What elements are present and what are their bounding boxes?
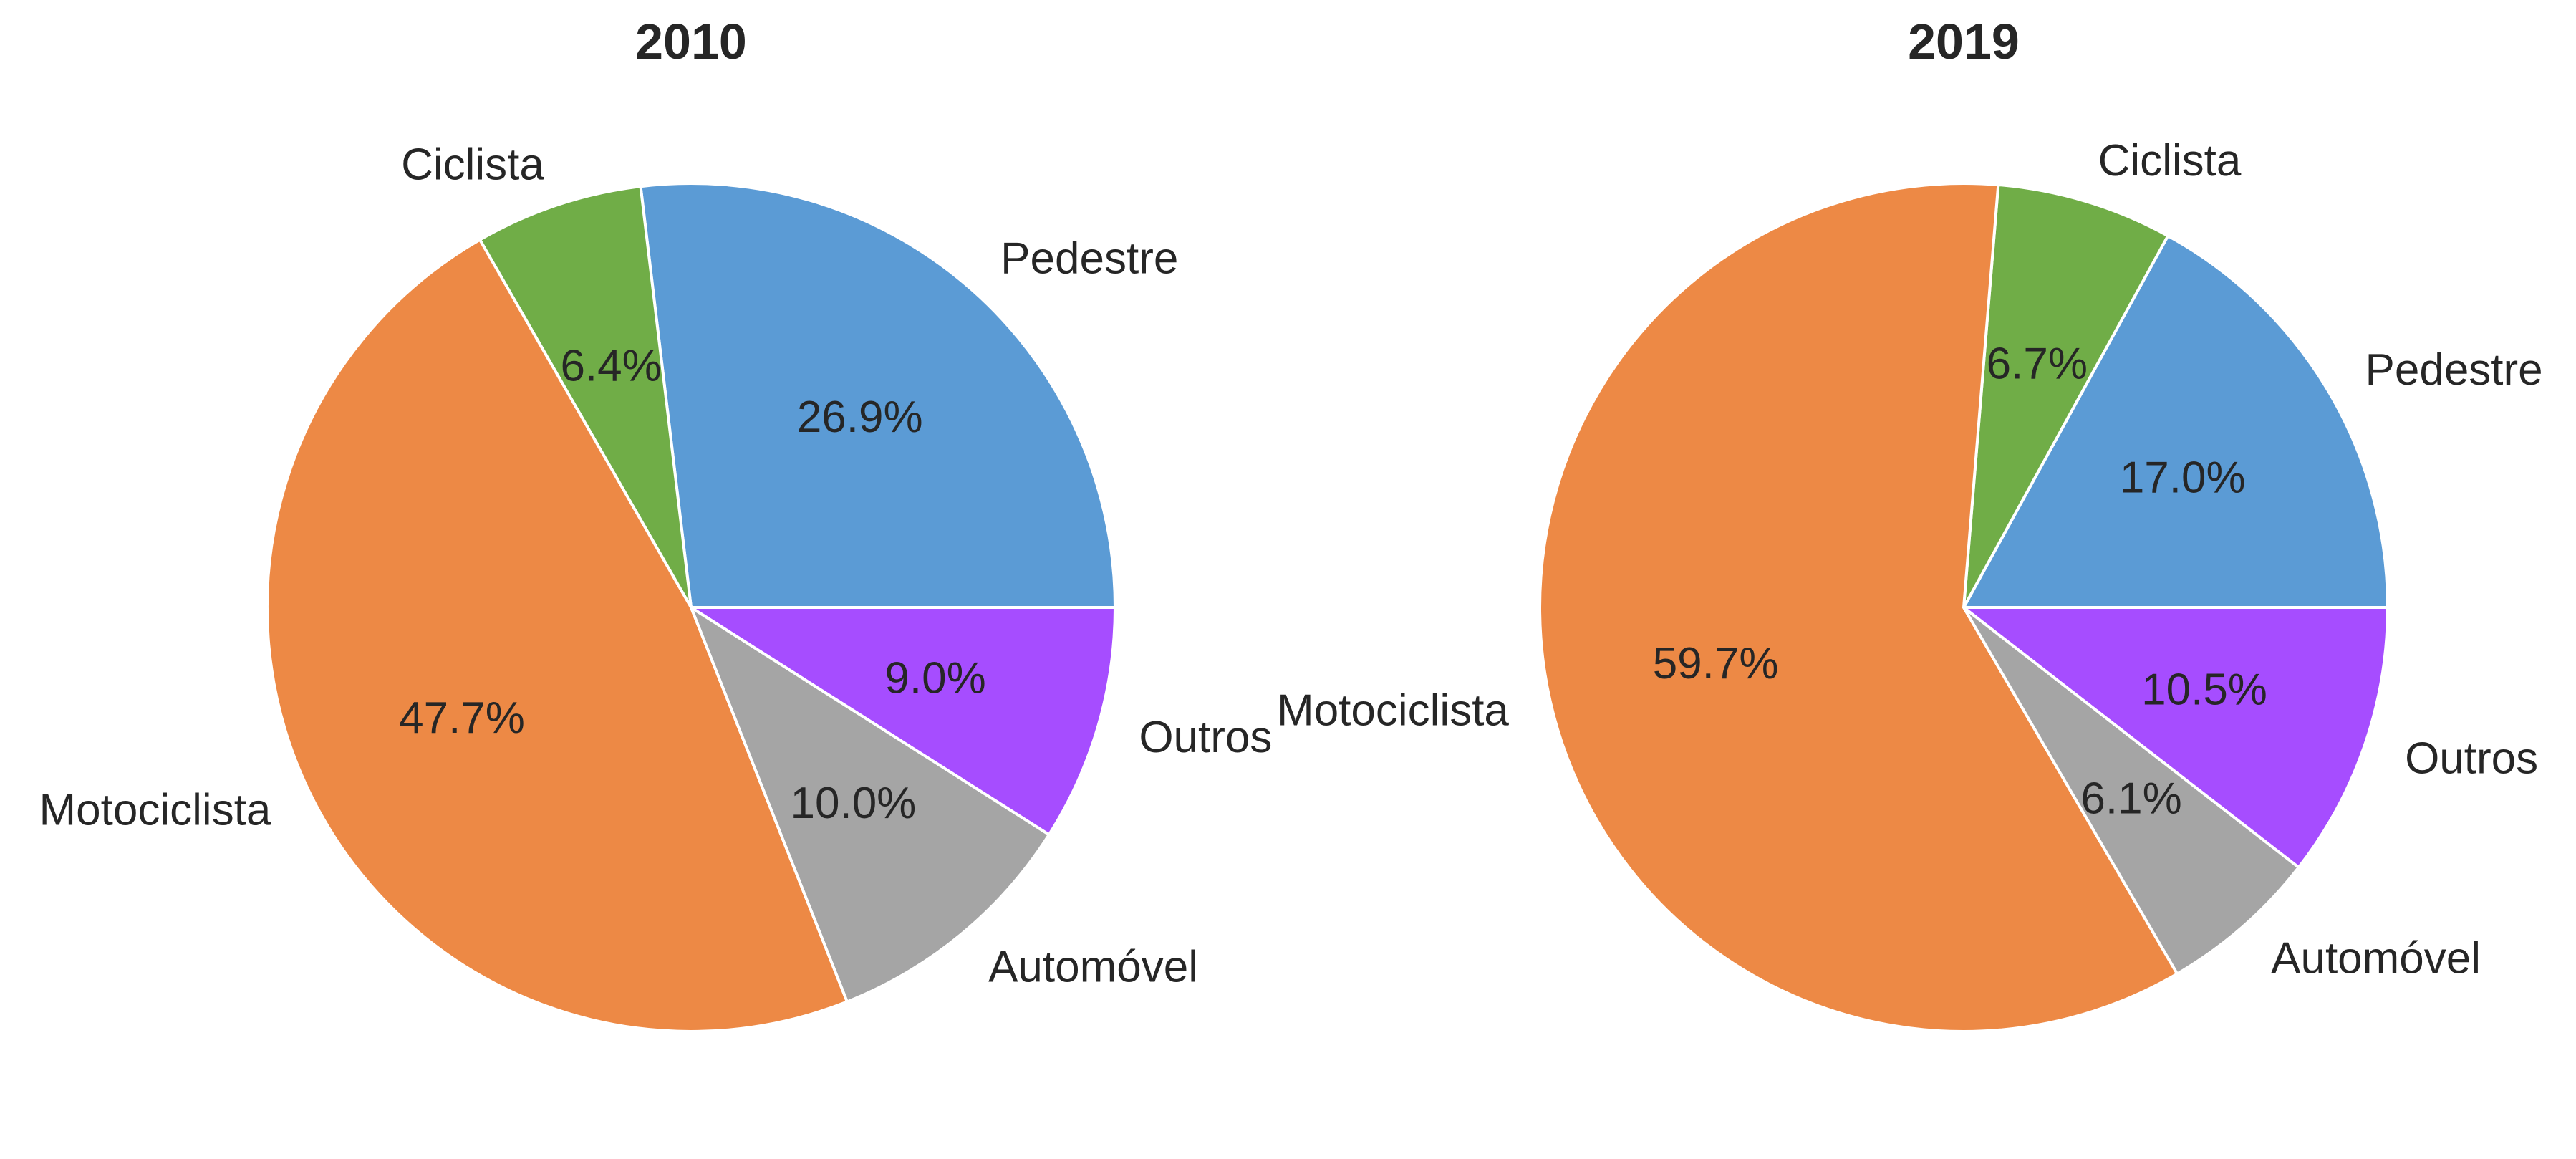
percent-label-ciclista: 6.4%: [560, 341, 661, 390]
pie-slice-ciclista: [1962, 183, 2170, 609]
pie-percent-labels-2010: 26.9% 6.4% 47.7% 10.0% 9.0%: [399, 341, 986, 828]
chart-title-2019: 2019: [1908, 14, 2020, 69]
slice-label-ciclista: Ciclista: [2098, 136, 2242, 186]
pie-slice-labels-2019: Pedestre Ciclista Motociclista Automóvel Out…: [1277, 136, 2543, 983]
percent-label-ciclista: 6.7%: [1987, 339, 2088, 388]
slice-label-automovel: Automóvel: [988, 942, 1198, 991]
slice-label-pedestre: Pedestre: [2365, 345, 2543, 395]
percent-label-motociclista: 47.7%: [399, 693, 525, 743]
pie-slice-pedestre: [639, 182, 1116, 609]
pie-slice-ciclista: [478, 185, 693, 609]
slice-label-motociclista: Motociclista: [39, 785, 271, 835]
percent-label-pedestre: 17.0%: [2120, 453, 2246, 503]
slice-label-motociclista: Motociclista: [1277, 686, 1509, 736]
pie-chart-2010: 2010 26.9% 6.4% 47.7% 10.0% 9.0% Pedestre Cic…: [39, 14, 1273, 1034]
percent-label-automovel: 10.0%: [791, 779, 917, 828]
percent-label-pedestre: 26.9%: [797, 393, 923, 442]
percent-label-motociclista: 59.7%: [1653, 639, 1779, 688]
slice-label-outros: Outros: [2405, 734, 2538, 783]
pie-slice-labels-2010: Pedestre Ciclista Motociclista Automóvel Out…: [39, 140, 1273, 991]
percent-label-automovel: 6.1%: [2080, 774, 2181, 824]
pie-slice-outros: [1962, 606, 2389, 869]
pie-percent-labels-2019: 17.0% 6.7% 59.7% 6.1% 10.5%: [1653, 339, 2267, 823]
slice-label-automovel: Automóvel: [2271, 933, 2481, 983]
pie-slices-2010: [265, 182, 1116, 1034]
pie-slice-outros: [690, 606, 1116, 837]
pie-slice-automovel: [1962, 606, 2300, 976]
chart-title-2010: 2010: [635, 14, 747, 69]
pie-slice-motociclista: [1538, 182, 2179, 1033]
slice-label-outros: Outros: [1139, 713, 1272, 762]
pie-slices-2019: [1538, 182, 2389, 1033]
slice-label-ciclista: Ciclista: [401, 140, 544, 189]
percent-label-outros: 9.0%: [884, 654, 985, 703]
slice-label-pedestre: Pedestre: [1000, 234, 1178, 283]
percent-label-outros: 10.5%: [2141, 665, 2267, 715]
pie-slice-motociclista: [265, 238, 849, 1034]
pie-slice-automovel: [690, 606, 1051, 1004]
pie-slice-pedestre: [1962, 234, 2389, 609]
pie-chart-2019: 2019 17.0% 6.7% 59.7% 6.1% 10.5% Pedestre Cic…: [1277, 14, 2543, 1033]
